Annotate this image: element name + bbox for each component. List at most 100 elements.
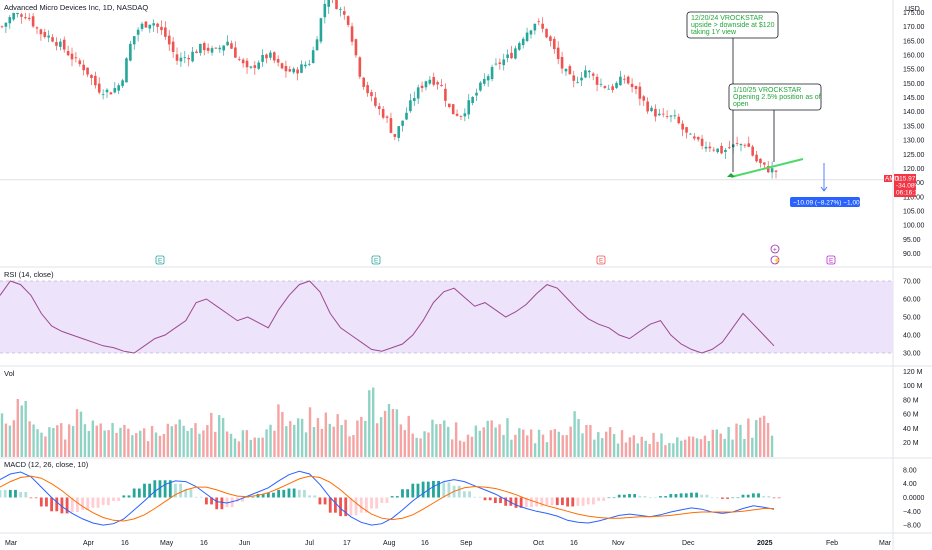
macd-histogram-bar <box>86 497 90 510</box>
volume-bar <box>20 405 23 457</box>
macd-histogram-bar <box>81 497 84 510</box>
volume-bar <box>383 410 387 457</box>
candle-body <box>603 86 607 88</box>
candle-body <box>572 75 576 81</box>
volume-bar <box>478 430 482 457</box>
candle-body <box>646 101 649 112</box>
candle-body <box>164 27 167 37</box>
candle-body <box>638 86 642 99</box>
candle-body <box>319 18 323 42</box>
macd-histogram-bar <box>751 493 755 498</box>
macd-histogram-bar <box>235 497 239 502</box>
candle-body <box>292 68 296 73</box>
time-tick-label: Aug <box>383 540 396 547</box>
candle-body <box>311 50 315 63</box>
macd-histogram-bar <box>210 497 213 505</box>
volume-bar <box>233 438 237 457</box>
macd-histogram-bar <box>303 489 306 498</box>
volume-bar <box>245 430 249 457</box>
symbol-title[interactable]: Advanced Micro Devices Inc, 1D, NASDAQ <box>4 3 148 12</box>
macd-histogram-bar <box>282 489 286 498</box>
macd-histogram-bar <box>318 497 322 505</box>
price-tick-label: 175.00 <box>903 10 925 17</box>
note-callout-1[interactable]: 12/20/24 VROCKSTAR upside > downside at … <box>686 11 779 172</box>
candle-body <box>615 82 618 88</box>
candle-body <box>704 146 708 149</box>
volume-bar <box>731 439 734 457</box>
time-tick-label: Jun <box>239 540 250 547</box>
earnings-marker-label: E <box>374 258 379 265</box>
candle-body <box>471 97 474 103</box>
volume-bar <box>352 435 355 457</box>
volume-bar <box>40 432 43 457</box>
earnings-marker[interactable] <box>155 255 165 265</box>
candle-body <box>117 85 120 91</box>
macd-histogram-bar <box>622 494 626 498</box>
candle-body <box>86 67 89 75</box>
volume-bar <box>190 428 193 457</box>
macd-histogram-bar <box>684 493 688 498</box>
macd-histogram-bar <box>617 494 621 498</box>
volume-bar <box>28 421 31 457</box>
candle-body <box>708 146 712 149</box>
macd-title[interactable]: MACD (12, 26, close, 10) <box>4 460 89 469</box>
candle-body <box>249 66 253 68</box>
macd-histogram-bar <box>576 497 580 506</box>
macd-histogram-bar <box>447 482 451 498</box>
earnings-marker-label: E <box>158 258 163 265</box>
macd-histogram-bar <box>421 481 425 498</box>
volume-bar <box>612 434 616 457</box>
lightning-icon[interactable] <box>770 255 780 265</box>
volume-bar <box>581 433 584 457</box>
plus-icon[interactable] <box>770 244 780 254</box>
macd-histogram-bar <box>215 497 219 510</box>
macd-tick-label: −8.00 <box>903 523 921 530</box>
volume-bar <box>139 430 142 457</box>
candle-body <box>31 16 35 27</box>
time-tick-label: May <box>160 540 174 547</box>
macd-axis: 8.00 4.00 0.0000 −4.00 −8.00 <box>903 467 925 529</box>
macd-histogram-bar <box>597 497 600 501</box>
macd-histogram-bar <box>8 489 12 498</box>
volume-bar <box>107 430 110 457</box>
volume-bar <box>0 413 4 457</box>
note-callout-2[interactable]: 1/10/25 VROCKSTAR Opening 2.5% position … <box>728 83 822 162</box>
volume-bar <box>308 407 312 457</box>
volume-tick-label: 60 M <box>903 412 919 419</box>
macd-histogram-bar <box>777 497 781 499</box>
macd-histogram-bar <box>669 494 673 498</box>
candle-body <box>210 48 214 53</box>
rsi-title[interactable]: RSI (14, close) <box>4 270 54 279</box>
volume-bar <box>356 420 359 457</box>
volume-bar <box>498 424 501 457</box>
volume-title[interactable]: Vol <box>4 369 15 378</box>
candle-body <box>284 65 288 72</box>
candle-body <box>342 11 346 15</box>
macd-histogram-bar <box>364 497 368 513</box>
earnings-marker[interactable] <box>371 255 381 265</box>
volume-tick-label: 120 M <box>903 369 923 376</box>
volume-tick-label: 80 M <box>903 397 919 404</box>
volume-bar <box>510 439 513 457</box>
volume-bar <box>439 423 442 457</box>
candle-body <box>156 23 159 27</box>
candle-body <box>747 143 751 147</box>
candle-body <box>599 83 603 85</box>
price-range-measure[interactable]: −10.09 (−8.27%) −1,009 <box>790 163 864 207</box>
earnings-marker[interactable] <box>826 255 836 265</box>
macd-histogram-bar <box>488 497 492 501</box>
candle-body <box>658 113 661 116</box>
upcoming-events[interactable]: + ⚡ <box>770 244 781 265</box>
earnings-marker[interactable] <box>596 255 606 265</box>
candle-body <box>533 23 537 31</box>
volume-bar <box>281 411 284 457</box>
macd-histogram-bar <box>659 496 662 498</box>
support-trendline[interactable] <box>730 158 804 178</box>
volume-bar <box>237 441 241 457</box>
macd-histogram-bar <box>442 482 446 498</box>
volume-bar <box>569 426 572 457</box>
candle-body <box>226 41 229 46</box>
volume-bar <box>206 425 209 457</box>
candle-body <box>700 138 704 146</box>
candle-body <box>389 118 393 133</box>
